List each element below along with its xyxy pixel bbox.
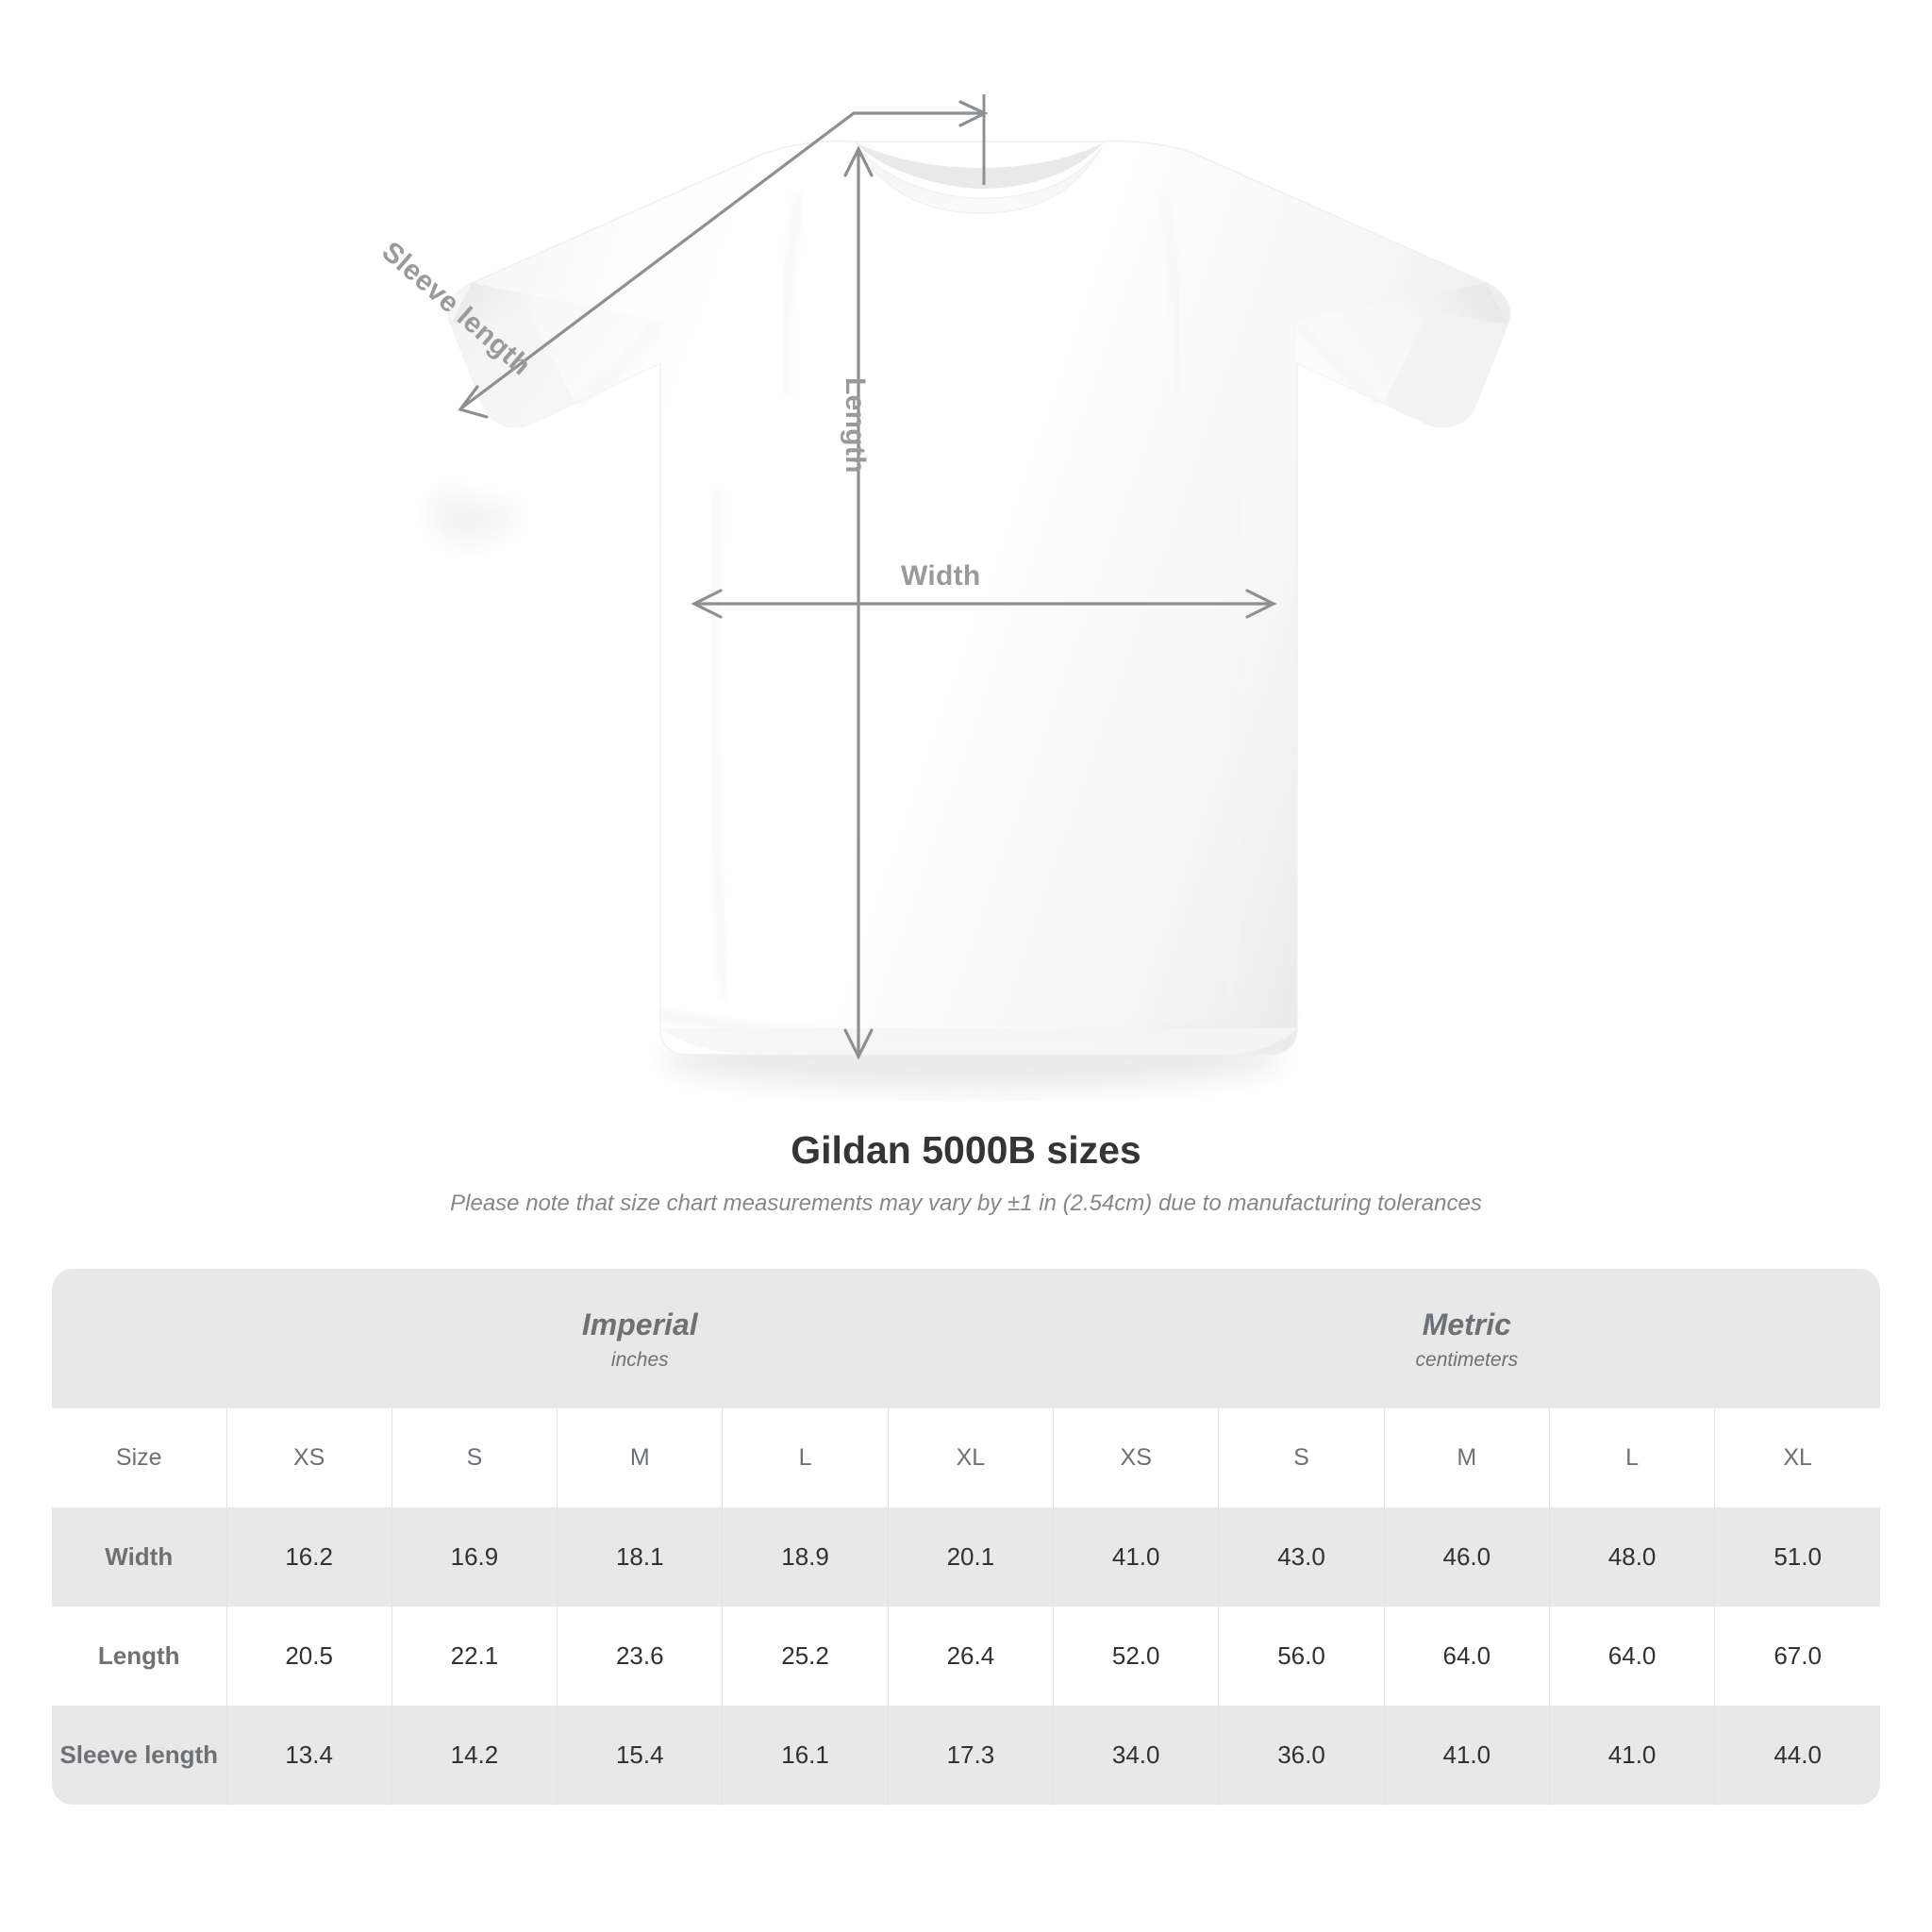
cell-length-metric-xs: 52.0 [1053,1607,1219,1706]
size-header-row: Size XS S M L XL XS S M L XL [52,1408,1881,1507]
size-header-label: Size [52,1408,226,1507]
cell-length-imperial-xl: 26.4 [887,1607,1054,1706]
cell-length-imperial-s: 22.1 [391,1607,558,1706]
size-header-metric-s: S [1218,1408,1385,1507]
cell-length-imperial-l: 25.2 [722,1607,889,1706]
row-label-sleeve-length: Sleeve length [52,1706,226,1805]
cell-width-metric-xs: 41.0 [1053,1507,1219,1607]
page-title: Gildan 5000B sizes [791,1128,1141,1172]
size-header-imperial-m: M [557,1408,723,1507]
cell-sleeve-imperial-xs: 13.4 [225,1706,392,1805]
size-header-metric-l: L [1548,1408,1715,1507]
cell-width-imperial-m: 18.1 [557,1507,723,1607]
size-header-imperial-xl: XL [887,1408,1054,1507]
unit-group-imperial-name: Imperial [581,1307,698,1341]
unit-group-metric: Metric centimeters [1053,1269,1881,1408]
unit-group-imperial-sub: inches [610,1349,669,1371]
unit-group-row: Imperial inches Metric centimeters [52,1269,1881,1408]
dimension-lines [458,94,1277,1060]
size-header-imperial-l: L [722,1408,889,1507]
cell-sleeve-metric-xs: 34.0 [1053,1706,1219,1805]
size-table-wrapper: Imperial inches Metric centimeters Size … [52,1269,1881,1805]
cell-sleeve-imperial-l: 16.1 [722,1706,889,1805]
cell-width-metric-s: 43.0 [1218,1507,1385,1607]
cell-length-metric-m: 64.0 [1383,1607,1550,1706]
size-table: Imperial inches Metric centimeters Size … [52,1269,1881,1805]
unit-group-imperial: Imperial inches [226,1269,1054,1408]
cell-sleeve-metric-xl: 44.0 [1714,1706,1881,1805]
size-header-metric-m: M [1383,1408,1550,1507]
table-row: Sleeve length 13.4 14.2 15.4 16.1 17.3 3… [52,1706,1881,1805]
cell-width-imperial-s: 16.9 [391,1507,558,1607]
cell-sleeve-imperial-xl: 17.3 [887,1706,1054,1805]
row-label-width: Width [52,1507,226,1607]
unit-group-metric-name: Metric [1422,1307,1511,1341]
cell-width-metric-l: 48.0 [1548,1507,1715,1607]
sleeve-dimension-arrow [458,94,989,419]
tshirt-illustration [429,94,1511,1089]
unit-group-metric-sub: centimeters [1415,1349,1519,1371]
cell-width-metric-xl: 51.0 [1714,1507,1881,1607]
size-header-metric-xs: XS [1053,1408,1219,1507]
cell-sleeve-metric-s: 36.0 [1218,1706,1385,1805]
width-dimension-arrow [691,589,1277,619]
cell-length-imperial-m: 23.6 [557,1607,723,1706]
size-header-metric-xl: XL [1714,1408,1881,1507]
size-header-imperial-s: S [391,1408,558,1507]
cell-sleeve-metric-l: 41.0 [1548,1706,1715,1805]
tshirt-diagram: Sleeve length Length Width [375,94,1511,1089]
table-row: Length 20.5 22.1 23.6 25.2 26.4 52.0 56.… [52,1607,1881,1706]
cell-width-imperial-xs: 16.2 [225,1507,392,1607]
cell-width-imperial-xl: 20.1 [887,1507,1054,1607]
cell-length-metric-l: 64.0 [1548,1607,1715,1706]
cell-length-imperial-xs: 20.5 [225,1607,392,1706]
cell-length-metric-xl: 67.0 [1714,1607,1881,1706]
cell-width-imperial-l: 18.9 [722,1507,889,1607]
cell-sleeve-metric-m: 41.0 [1383,1706,1550,1805]
cell-sleeve-imperial-s: 14.2 [391,1706,558,1805]
cell-sleeve-imperial-m: 15.4 [557,1706,723,1805]
cell-length-metric-s: 56.0 [1218,1607,1385,1706]
table-corner-cell [52,1269,226,1408]
length-label: Length [840,377,871,474]
title-block: Gildan 5000B sizes Please note that size… [0,1127,1932,1217]
page-subtitle: Please note that size chart measurements… [450,1191,1482,1217]
width-label: Width [901,560,981,591]
size-header-imperial-xs: XS [225,1408,392,1507]
shirt-body [447,140,1511,1056]
row-label-length: Length [52,1607,226,1706]
table-row: Width 16.2 16.9 18.1 18.9 20.1 41.0 43.0… [52,1507,1881,1607]
cell-width-metric-m: 46.0 [1383,1507,1550,1607]
